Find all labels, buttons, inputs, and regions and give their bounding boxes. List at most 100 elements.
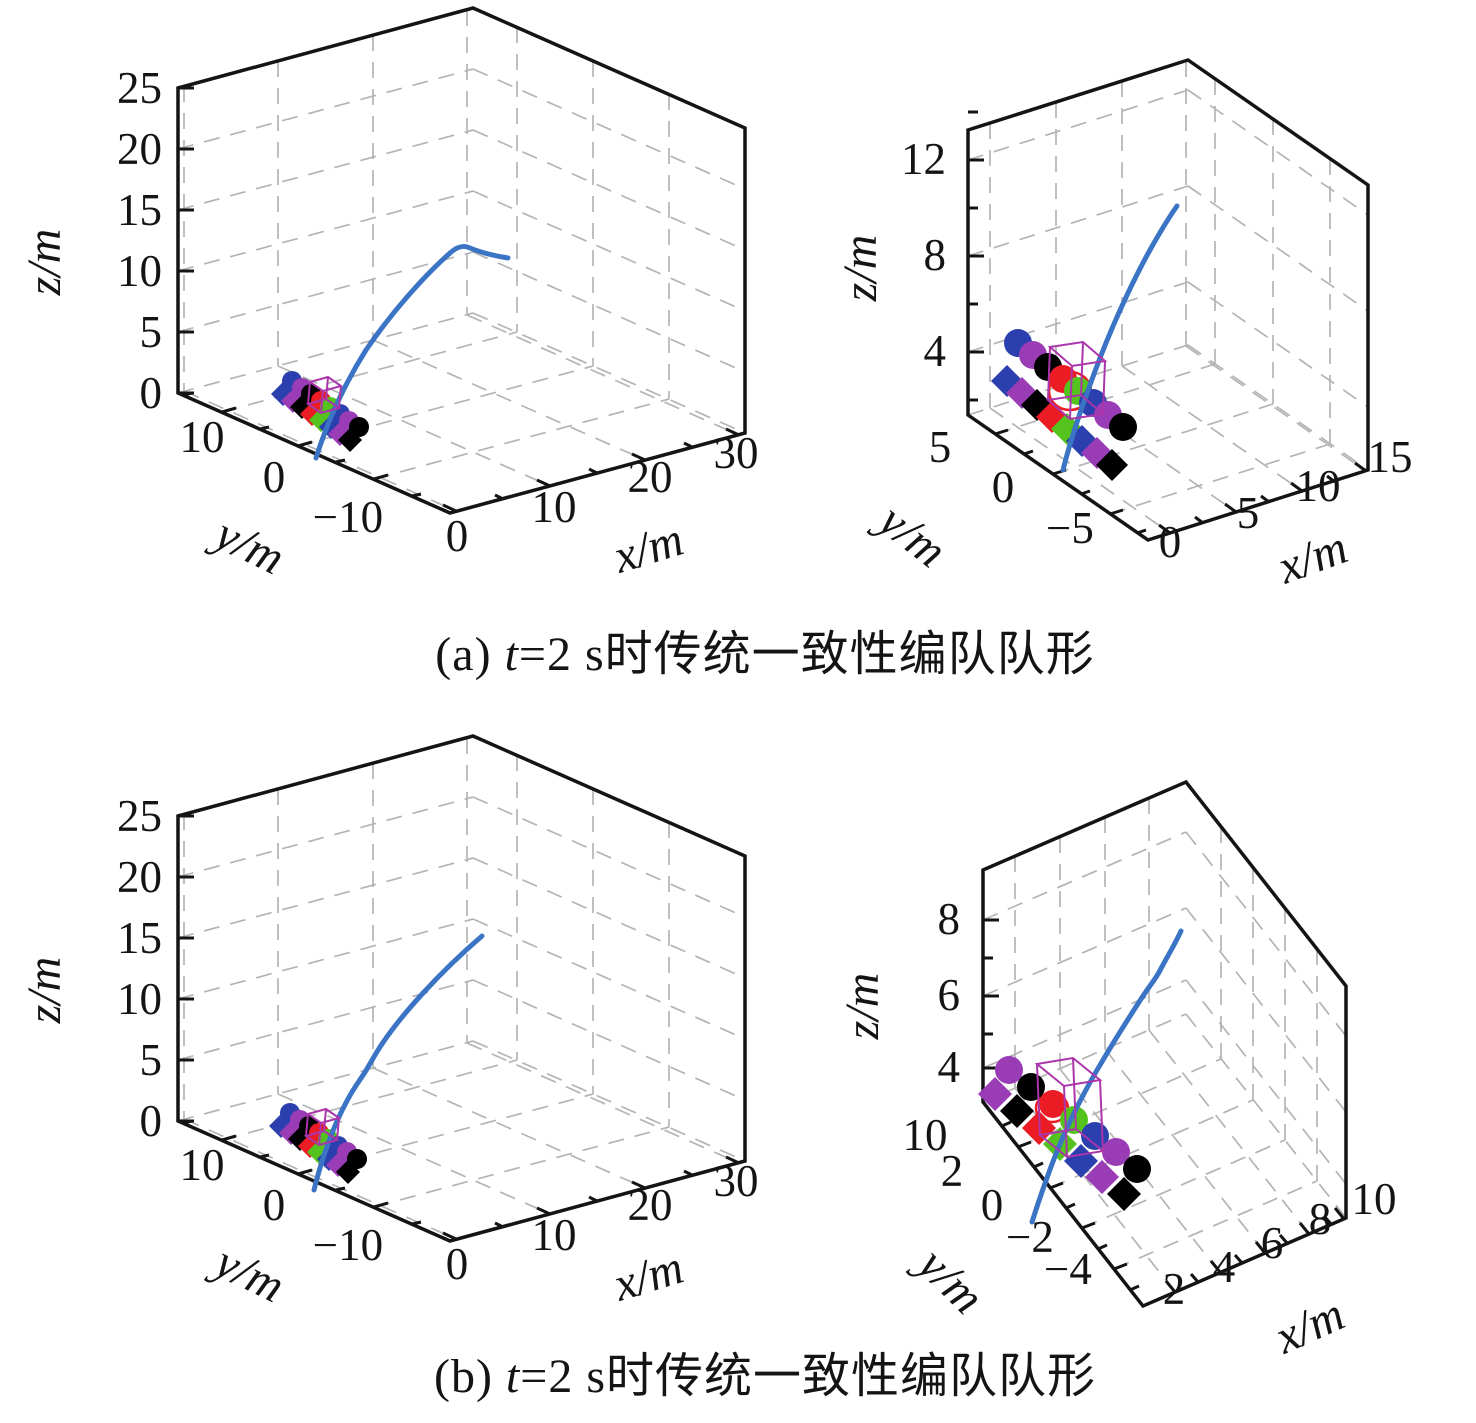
formation-cube-wireframe <box>1045 340 1108 421</box>
plot-c-grid-right-wall-vertical <box>516 755 670 1127</box>
z-axis-tick-label: 0 <box>140 368 163 418</box>
x-axis-tick-label: 0 <box>446 511 469 561</box>
y-axis-tick-label: 5 <box>929 422 952 472</box>
plot-a-grid-left-wall-z <box>177 68 474 394</box>
x-axis-tick-label: 30 <box>714 428 759 478</box>
caption-a-variable: t <box>504 628 519 681</box>
z-axis-tick-label: 10 <box>117 246 162 296</box>
x-axis-label: x/m <box>607 513 690 584</box>
caption-b-prefix: (b) <box>433 1350 506 1403</box>
plot-a-axes-box <box>176 6 747 515</box>
y-axis-corner-tick-label: 10 <box>903 1110 948 1160</box>
z-axis-tick-label: 0 <box>140 1096 163 1146</box>
plot-b: 12 8 4 5 0 −5 0 5 10 15 z/m y/m x/m <box>834 58 1413 595</box>
y-axis-tick-label: −4 <box>1044 1244 1092 1294</box>
z-axis-tick-label: 6 <box>938 970 961 1020</box>
plot-a-grid-left-wall-vertical <box>183 10 468 391</box>
y-axis-tick-label: −5 <box>1046 503 1094 553</box>
plot-b-z-axis-ticks <box>968 110 984 402</box>
formation-cube-wireframe <box>1034 1056 1106 1159</box>
z-axis-tick-label: 4 <box>938 1042 961 1092</box>
z-axis-tick-label: 8 <box>924 230 947 280</box>
z-axis-label: z/m <box>18 957 71 1025</box>
y-axis-tick-label: 0 <box>263 452 286 502</box>
leader-trajectory <box>311 933 485 1193</box>
plot-b-grid-left-wall-vertical <box>989 61 1187 408</box>
z-axis-label: z/m <box>18 229 71 297</box>
caption-a-prefix: (a) <box>435 628 505 681</box>
uav-diamond <box>1107 1177 1141 1211</box>
plot-b-grid-right-wall-z <box>1187 89 1369 471</box>
y-axis-tick-label: −10 <box>313 492 383 542</box>
x-axis-tick-label: 15 <box>1368 432 1413 482</box>
y-axis-label: y/m <box>203 1233 293 1313</box>
x-axis-tick-label: 20 <box>628 1180 673 1230</box>
y-axis-tick-label: 2 <box>941 1146 964 1196</box>
uav-diamond <box>336 1160 360 1184</box>
z-axis-tick-label: 20 <box>117 124 162 174</box>
x-axis-tick-label: 0 <box>446 1239 469 1289</box>
plot-a-x-axis-ticks <box>442 427 740 513</box>
z-axis-tick-label: 20 <box>117 852 162 902</box>
plot-d-axes-box <box>981 779 1348 1309</box>
caption-a-text: =2 s时传统一致性编队队形 <box>518 628 1095 681</box>
plot-b-x-axis-ticks <box>1158 461 1367 535</box>
x-axis-tick-label: 10 <box>1352 1174 1397 1224</box>
z-axis-tick-label: 4 <box>924 326 947 376</box>
y-axis-label: y/m <box>865 490 956 578</box>
z-axis-tick-label: 10 <box>117 974 162 1024</box>
plot-c-grid-left-wall-vertical <box>183 738 468 1119</box>
plot-d-grid-left-wall-vertical <box>1014 798 1150 1088</box>
plot-c-grid-floor <box>183 1042 740 1240</box>
uav-diamond <box>1085 1160 1119 1194</box>
formation-cube-wireframe <box>305 375 344 415</box>
uav-circle <box>1017 1073 1045 1101</box>
plot-b-y-axis-ticks <box>994 428 1147 535</box>
plot-c-grid-left-wall-z <box>177 796 474 1122</box>
uav-circle <box>995 1056 1023 1084</box>
uav-circle <box>1123 1155 1151 1183</box>
uav-diamond <box>978 1077 1012 1111</box>
y-axis-tick-label: 10 <box>180 412 225 462</box>
caption-b-text: =2 s时传统一致性编队队形 <box>520 1350 1097 1403</box>
uav-circle <box>1109 413 1137 441</box>
formation-cube-wireframe <box>303 1107 342 1147</box>
x-axis-tick-label: 2 <box>1163 1264 1186 1314</box>
uav-diamond <box>1000 1094 1034 1128</box>
z-axis-tick-label: 15 <box>117 185 162 235</box>
z-axis-tick-label: 5 <box>140 307 163 357</box>
plot-b-axes-box <box>966 58 1370 542</box>
x-axis-tick-label: 8 <box>1309 1194 1332 1244</box>
plot-d-grid-floor <box>1014 1029 1318 1293</box>
plot-b-grid-left-wall-z <box>967 89 1189 416</box>
plot-c-grid-right-wall-z <box>472 796 746 1162</box>
plot-c-x-axis-ticks <box>442 1155 740 1241</box>
plot-d-y-axis-ticks <box>1001 1120 1140 1292</box>
x-axis-label: x/m <box>607 1241 690 1312</box>
plot-a-z-axis-ticks <box>178 86 194 395</box>
uav-diamond <box>338 428 362 452</box>
x-axis-tick-label: 0 <box>1159 517 1182 567</box>
plot-d-grid-left-wall-z <box>982 831 1187 1103</box>
caption-b: (b) t=2 s时传统一致性编队队形 <box>300 1336 1230 1406</box>
x-axis-tick-label: 10 <box>1296 461 1341 511</box>
caption-b-variable: t <box>505 1350 521 1403</box>
plot-b-grid-right-wall-vertical <box>1214 79 1331 444</box>
plot-c: 25 20 15 10 5 0 10 0 −10 0 10 20 30 z/m … <box>18 734 759 1313</box>
z-axis-label: z/m <box>834 235 887 303</box>
uav-circle <box>1102 1138 1130 1166</box>
y-axis-tick-label: 10 <box>180 1140 225 1190</box>
plot-d: 8 6 4 10 2 0 −2 −4 2 4 6 8 10 z/m y/m x/… <box>836 779 1397 1365</box>
uav-diamond <box>1096 449 1128 481</box>
x-axis-tick-label: 30 <box>714 1156 759 1206</box>
x-axis-tick-label: 6 <box>1261 1218 1284 1268</box>
y-axis-tick-label: 0 <box>992 462 1015 512</box>
plot-a: 25 20 15 10 5 0 10 0 −10 0 10 20 30 z/m … <box>18 6 759 585</box>
plot-c-z-axis-ticks <box>178 814 194 1123</box>
leader-trajectory <box>1060 203 1180 473</box>
leader-trajectory <box>1029 928 1184 1225</box>
y-axis-tick-label: −10 <box>313 1220 383 1270</box>
plot-c-axes-box <box>176 734 747 1243</box>
x-axis-label: x/m <box>1266 1288 1352 1365</box>
